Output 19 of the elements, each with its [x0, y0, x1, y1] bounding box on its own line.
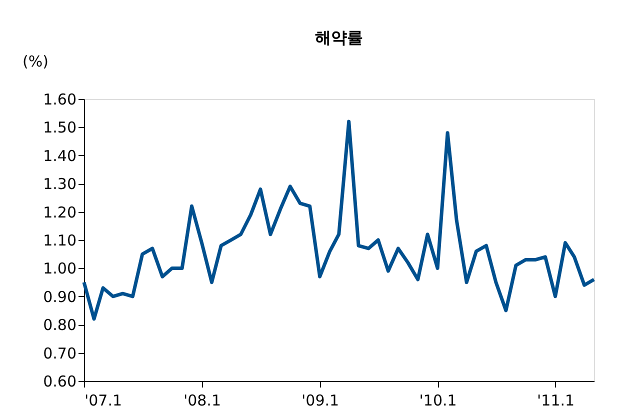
- y-tick-label: 0.60: [43, 372, 76, 390]
- x-tick-label: '09.1: [302, 392, 340, 410]
- y-tick-label: 1.40: [43, 146, 76, 165]
- x-tick-label: '07.1: [84, 392, 122, 410]
- y-tick-label: 1.00: [43, 260, 76, 278]
- y-tick-label: 0.80: [43, 316, 76, 334]
- y-tick-label: 1.10: [43, 232, 76, 250]
- line-series: [82, 120, 596, 321]
- y-tick-label: 1.20: [43, 203, 76, 222]
- x-tick-label: '11.1: [537, 392, 575, 410]
- y-axis-title: (%): [22, 52, 48, 70]
- y-tick-label: 0.70: [43, 344, 76, 362]
- y-tick-label: 1.30: [43, 175, 76, 194]
- y-tick-label: 1.60: [43, 90, 76, 108]
- x-tick-label: '08.1: [183, 392, 222, 410]
- y-tick-label: 1.50: [43, 118, 76, 137]
- chart-title: 해약률: [315, 28, 363, 47]
- x-tick-label: '10.1: [419, 392, 457, 410]
- y-tick-label: 0.90: [43, 288, 76, 306]
